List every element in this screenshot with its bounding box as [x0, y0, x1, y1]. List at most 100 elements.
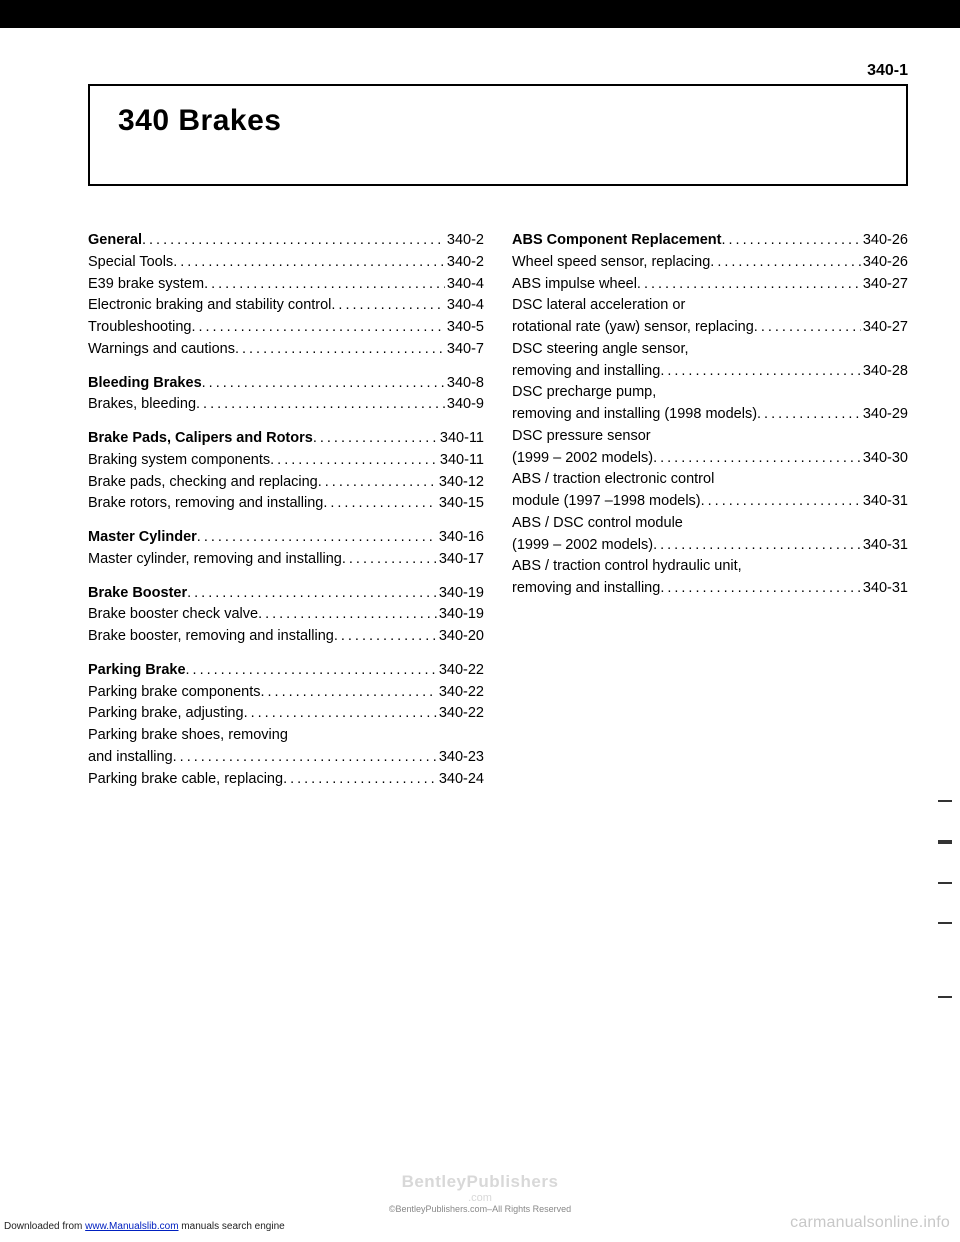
toc-page-ref: 340-5 — [445, 317, 484, 339]
toc-section: Brake Booster 340-19Brake booster check … — [88, 583, 484, 648]
chapter-title: 340 Brakes — [118, 104, 878, 138]
toc-page-ref: 340-11 — [438, 428, 484, 450]
toc-label: Electronic braking and stability control — [88, 295, 331, 317]
toc-leader-dots — [142, 230, 445, 252]
toc-page-ref: 340-17 — [437, 549, 484, 571]
toc-page-ref: 340-2 — [445, 230, 484, 252]
toc-page-ref: 340-26 — [861, 252, 908, 274]
toc-entry: Electronic braking and stability control… — [88, 295, 484, 317]
toc-page-ref: 340-31 — [861, 578, 908, 600]
toc-entry: Parking brake, adjusting 340-22 — [88, 703, 484, 725]
toc-page-ref: 340-7 — [445, 339, 484, 361]
toc-entry: Brake Pads, Calipers and Rotors 340-11 — [88, 428, 484, 450]
toc-leader-dots — [244, 703, 437, 725]
toc-label: Parking brake cable, replacing — [88, 769, 283, 791]
toc-page-ref: 340-29 — [861, 404, 908, 426]
toc-leader-dots — [754, 317, 861, 339]
toc-label: E39 brake system — [88, 274, 204, 296]
tick-mark — [938, 996, 952, 998]
toc-entry: (1999 – 2002 models) 340-30 — [512, 448, 908, 470]
toc-leader-dots — [173, 747, 437, 769]
toc-entry: Parking brake cable, replacing 340-24 — [88, 769, 484, 791]
page-footer: Downloaded from www.Manualslib.com manua… — [0, 1214, 960, 1234]
toc-label: Parking Brake — [88, 660, 186, 682]
toc-label: Braking system components — [88, 450, 270, 472]
toc-leader-dots — [283, 769, 437, 791]
toc-leader-dots — [270, 450, 438, 472]
toc-section: Bleeding Brakes 340-8Brakes, bleeding 34… — [88, 373, 484, 417]
toc-leader-dots — [653, 448, 861, 470]
chapter-title-box: 340 Brakes — [88, 84, 908, 186]
toc-section: ABS Component Replacement 340-26Wheel sp… — [512, 230, 908, 600]
toc-page-ref: 340-8 — [445, 373, 484, 395]
toc-label: Brake Pads, Calipers and Rotors — [88, 428, 313, 450]
toc-label: Brake pads, checking and replacing — [88, 472, 318, 494]
toc-entry: and installing 340-23 — [88, 747, 484, 769]
toc-section: Brake Pads, Calipers and Rotors 340-11Br… — [88, 428, 484, 515]
toc-leader-dots — [653, 535, 861, 557]
toc-label: rotational rate (yaw) sensor, replacing — [512, 317, 754, 339]
toc-leader-dots — [334, 626, 437, 648]
toc-page-ref: 340-22 — [437, 660, 484, 682]
toc-leader-dots — [757, 404, 861, 426]
toc-continuation-line: ABS / traction control hydraulic unit, — [512, 556, 908, 578]
toc-entry: Special Tools 340-2 — [88, 252, 484, 274]
toc-leader-dots — [721, 230, 860, 252]
toc-page-ref: 340-22 — [437, 703, 484, 725]
toc-page-ref: 340-12 — [437, 472, 484, 494]
toc-page-ref: 340-28 — [861, 361, 908, 383]
toc-label: General — [88, 230, 142, 252]
toc-entry: removing and installing 340-31 — [512, 578, 908, 600]
toc-leader-dots — [235, 339, 445, 361]
toc-page-ref: 340-22 — [437, 682, 484, 704]
toc-label: removing and installing — [512, 578, 660, 600]
toc-entry: ABS Component Replacement 340-26 — [512, 230, 908, 252]
toc-page-ref: 340-24 — [437, 769, 484, 791]
toc-page-ref: 340-20 — [437, 626, 484, 648]
toc-label: (1999 – 2002 models) — [512, 535, 653, 557]
tick-mark — [938, 882, 952, 884]
toc-entry: module (1997 –1998 models) 340-31 — [512, 491, 908, 513]
toc-continuation-line: DSC steering angle sensor, — [512, 339, 908, 361]
toc-page-ref: 340-19 — [437, 583, 484, 605]
page-number: 340-1 — [867, 62, 908, 80]
toc-column-right: ABS Component Replacement 340-26Wheel sp… — [512, 230, 908, 802]
toc-leader-dots — [173, 252, 445, 274]
top-black-bar — [0, 0, 960, 28]
toc-entry: Troubleshooting 340-5 — [88, 317, 484, 339]
margin-tick-marks — [934, 800, 952, 1202]
watermark-main: BentleyPublishers — [389, 1172, 571, 1192]
toc-continuation-line: ABS / traction electronic control — [512, 469, 908, 491]
toc-leader-dots — [701, 491, 861, 513]
toc-entry: E39 brake system 340-4 — [88, 274, 484, 296]
toc-continuation-line: DSC precharge pump, — [512, 382, 908, 404]
toc-label: Parking brake components — [88, 682, 261, 704]
tick-mark — [938, 840, 952, 844]
toc-leader-dots — [660, 361, 861, 383]
toc-page-ref: 340-19 — [437, 604, 484, 626]
toc-leader-dots — [313, 428, 438, 450]
toc-label: Brake booster check valve — [88, 604, 258, 626]
toc-continuation-line: ABS / DSC control module — [512, 513, 908, 535]
toc-leader-dots — [191, 317, 444, 339]
toc-entry: (1999 – 2002 models) 340-31 — [512, 535, 908, 557]
toc-entry: Master cylinder, removing and installing… — [88, 549, 484, 571]
toc-label: Warnings and cautions — [88, 339, 235, 361]
toc-leader-dots — [197, 527, 437, 549]
toc-page-ref: 340-9 — [445, 394, 484, 416]
toc-label: removing and installing (1998 models) — [512, 404, 757, 426]
footer-download-text: Downloaded from www.Manualslib.com manua… — [4, 1221, 285, 1232]
toc-entry: Brakes, bleeding 340-9 — [88, 394, 484, 416]
tick-mark — [938, 922, 952, 924]
toc-entry: Brake booster, removing and installing 3… — [88, 626, 484, 648]
toc-leader-dots — [710, 252, 861, 274]
toc-leader-dots — [660, 578, 861, 600]
toc-page-ref: 340-27 — [861, 317, 908, 339]
toc-leader-dots — [258, 604, 437, 626]
toc-entry: ABS impulse wheel 340-27 — [512, 274, 908, 296]
toc-entry: Brake pads, checking and replacing 340-1… — [88, 472, 484, 494]
toc-entry: removing and installing (1998 models) 34… — [512, 404, 908, 426]
toc-entry: rotational rate (yaw) sensor, replacing … — [512, 317, 908, 339]
footer-link[interactable]: www.Manualslib.com — [85, 1221, 178, 1232]
toc-label: ABS Component Replacement — [512, 230, 721, 252]
